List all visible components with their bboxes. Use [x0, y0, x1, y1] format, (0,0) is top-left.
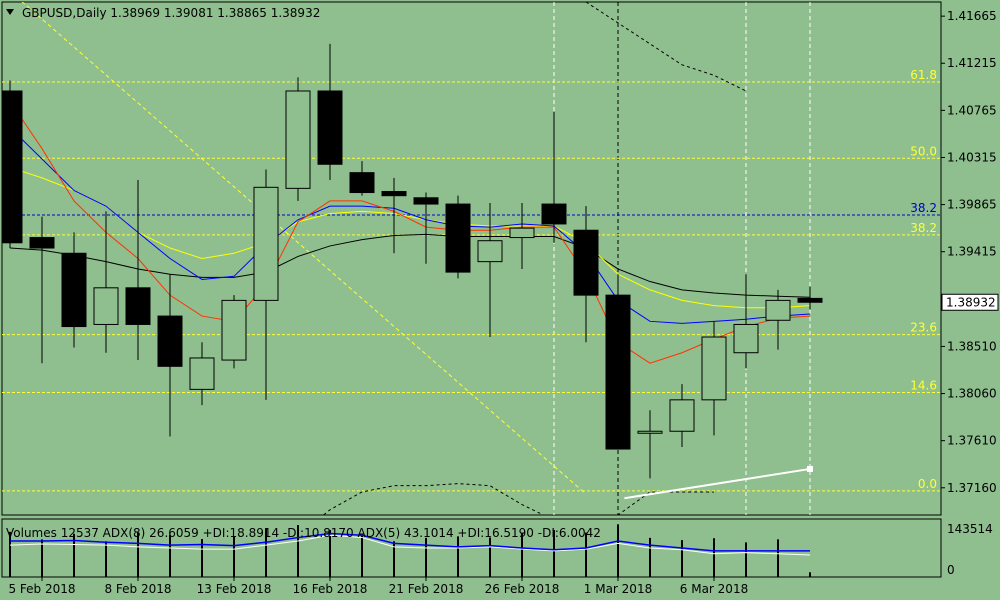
x-tick-label: 26 Feb 2018	[485, 582, 560, 596]
candle-body	[573, 229, 599, 296]
candle-body	[29, 237, 55, 249]
candle-body	[701, 336, 727, 401]
x-tick-label: 6 Mar 2018	[680, 582, 748, 596]
x-tick-label: 1 Mar 2018	[584, 582, 652, 596]
y-tick-label: 1.40315	[947, 150, 997, 164]
current-price-label: 1.38932	[946, 295, 996, 309]
candle-body	[189, 357, 215, 390]
diagonal-line	[21, 2, 587, 495]
adx-blue-line	[10, 532, 810, 552]
candle-body	[285, 90, 311, 189]
trendline-handle	[807, 465, 813, 472]
ma-yellow-line	[9, 166, 811, 309]
candle-body	[317, 90, 343, 165]
fib-level-label: 50.0	[910, 144, 937, 158]
fib-level-label: 0.0	[918, 477, 937, 491]
x-tick-label: 16 Feb 2018	[293, 582, 368, 596]
trendline	[624, 467, 811, 500]
y-tick-label: 1.37610	[947, 434, 997, 448]
fib-level-label: 38.2	[910, 221, 937, 235]
upper-band-line	[585, 2, 747, 92]
fib-level-label: 14.6	[910, 379, 937, 393]
candle-body	[253, 186, 279, 301]
candle-body	[765, 299, 791, 321]
adx-white-line	[9, 534, 811, 556]
y-tick-label: 1.37160	[947, 481, 997, 495]
y-tick-label: 1.41665	[947, 9, 997, 23]
current-price-box	[941, 293, 999, 311]
candle-body	[125, 287, 151, 325]
x-tick-label: 21 Feb 2018	[389, 582, 464, 596]
y-tick-label: 1.39865	[947, 198, 997, 212]
ma-blue-line	[9, 127, 811, 324]
candle-body	[221, 299, 247, 361]
fib-level-label: 38.2	[910, 201, 937, 215]
y-tick-label: 1.38510	[947, 339, 997, 353]
x-tick-label: 8 Feb 2018	[104, 582, 171, 596]
ma-black-line	[9, 233, 811, 298]
candle-body	[797, 297, 823, 303]
candle-body	[541, 203, 567, 225]
y-tick-label: 1.41215	[947, 56, 997, 70]
candle-body	[61, 252, 87, 328]
candle-body	[605, 294, 631, 450]
volume-tick-label: 0	[947, 563, 955, 577]
volume-tick-label: 143514	[947, 522, 993, 536]
candle-body	[2, 90, 23, 244]
candle-body	[157, 315, 183, 367]
lower-band-line	[322, 483, 714, 515]
fib-level-label: 61.8	[910, 68, 937, 82]
price-plot-area: 61.8 50.0 38.2 38.2 23.6 14.6 0.0	[2, 2, 941, 515]
candle-body	[93, 287, 119, 325]
candle-body	[669, 399, 695, 432]
candle-body	[477, 240, 503, 263]
candle-body	[637, 430, 663, 434]
candle-body	[509, 227, 535, 239]
fib-level-label: 23.6	[910, 321, 937, 335]
candle-body	[349, 172, 375, 194]
candle-body	[413, 197, 439, 205]
x-tick-label: 5 Feb 2018	[8, 582, 75, 596]
candle-body	[733, 323, 759, 354]
price-pane-border	[1, 1, 942, 516]
x-tick-label: 13 Feb 2018	[197, 582, 272, 596]
chart-title: GBPUSD,Daily 1.38969 1.39081 1.38865 1.3…	[22, 6, 320, 20]
y-tick-label: 1.40765	[947, 103, 997, 117]
candle-body	[381, 190, 407, 197]
volume-header: Volumes 12537 ADX(8) 26.6059 +DI:18.8914…	[6, 526, 601, 540]
symbol-dropdown-icon	[6, 9, 14, 15]
candle-body	[445, 203, 471, 273]
y-tick-label: 1.39415	[947, 245, 997, 259]
volume-pane-border	[1, 518, 942, 578]
y-tick-label: 1.38060	[947, 387, 997, 401]
ma-red-line	[9, 101, 811, 364]
